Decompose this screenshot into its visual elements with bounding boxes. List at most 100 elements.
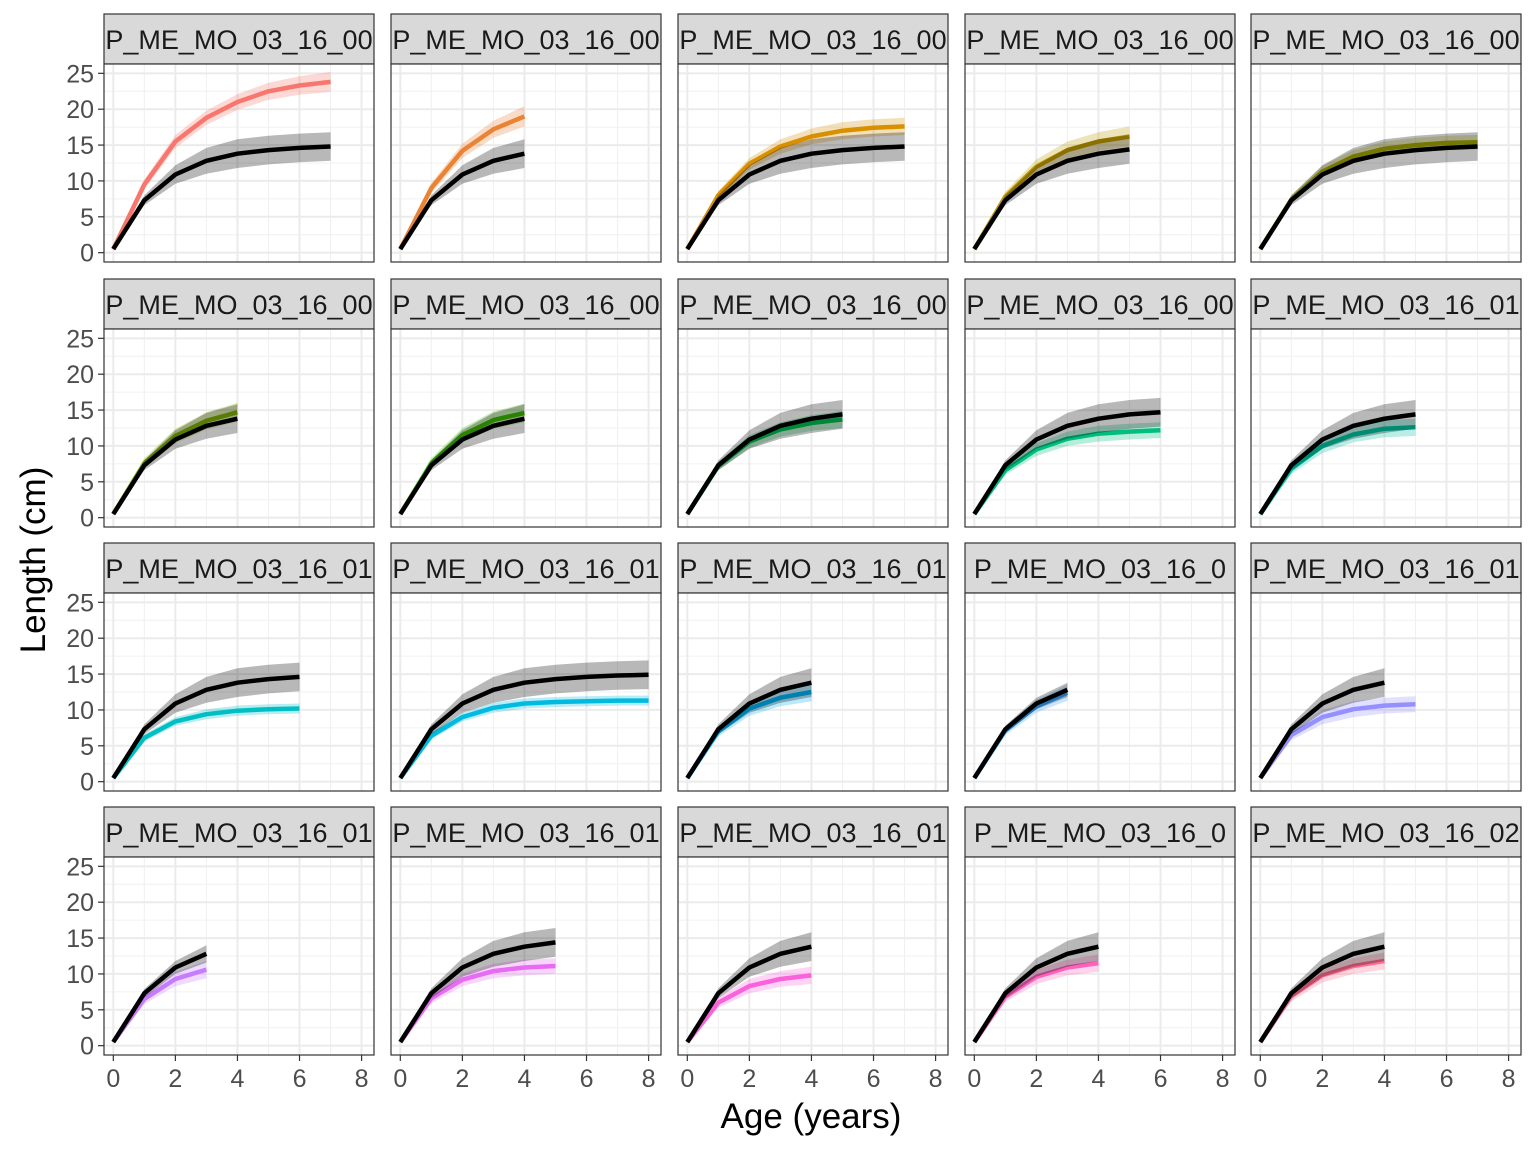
x-tick-label: 2 bbox=[742, 1065, 756, 1093]
panel-strip bbox=[1250, 278, 1522, 330]
x-tick-label: 4 bbox=[230, 1065, 244, 1093]
reference-confidence-band bbox=[687, 400, 843, 515]
panel-border bbox=[964, 328, 1236, 528]
panel-strip bbox=[677, 13, 949, 65]
y-tick-label: 10 bbox=[66, 433, 94, 461]
panel-19: P_ME_MO_03_16_0 0 2 4 6 8 bbox=[964, 806, 1236, 1093]
panel-strip bbox=[390, 542, 662, 594]
growth-line bbox=[972, 427, 1161, 516]
panel-strip bbox=[1250, 542, 1522, 594]
y-tick-label: 15 bbox=[66, 132, 94, 160]
panel-2: P_ME_MO_03_16_00 bbox=[390, 13, 662, 263]
confidence-band bbox=[974, 684, 1068, 779]
reference-confidence-band bbox=[400, 139, 525, 250]
panel-border bbox=[677, 856, 949, 1056]
panel-6: P_ME_MO_03_16_00 0 5 10 15 20 25 bbox=[66, 278, 375, 533]
x-tick-label: 0 bbox=[106, 1065, 120, 1093]
panel-10: P_ME_MO_03_16_01 bbox=[1250, 278, 1522, 528]
panel-strip-label: P_ME_MO_03_16_00 bbox=[966, 290, 1233, 320]
panel-border bbox=[1250, 856, 1522, 1056]
panel-border bbox=[677, 328, 949, 528]
y-tick-label: 20 bbox=[66, 889, 94, 917]
growth-line bbox=[685, 124, 905, 251]
growth-line bbox=[1258, 701, 1416, 780]
y-tick-label: 5 bbox=[80, 469, 94, 497]
panel-strip bbox=[677, 278, 949, 330]
x-tick-label: 0 bbox=[1253, 1065, 1267, 1093]
x-tick-label: 4 bbox=[1377, 1065, 1391, 1093]
panel-strip-label: P_ME_MO_03_16_01 bbox=[1252, 554, 1519, 584]
y-tick-label: 5 bbox=[80, 204, 94, 232]
panel-14: P_ME_MO_03_16_0 bbox=[964, 542, 1236, 792]
reference-confidence-band bbox=[113, 404, 238, 515]
panel-strip-label: P_ME_MO_03_16_01 bbox=[1252, 290, 1519, 320]
panel-16: P_ME_MO_03_16_01 0 5 10 15 20 25 0 2 4 6 8 bbox=[66, 806, 375, 1093]
x-tick-label: 8 bbox=[355, 1065, 369, 1093]
panel-strip bbox=[103, 542, 375, 594]
panel-border bbox=[390, 856, 662, 1056]
panel-border bbox=[677, 63, 949, 263]
confidence-band bbox=[687, 966, 812, 1043]
x-tick-label: 6 bbox=[580, 1065, 594, 1093]
panel-strip bbox=[390, 278, 662, 330]
panel-border bbox=[1250, 328, 1522, 528]
panel-border bbox=[677, 592, 949, 792]
reference-confidence-band bbox=[1260, 668, 1385, 779]
reference-growth-line bbox=[111, 951, 208, 1044]
x-tick-label: 0 bbox=[967, 1065, 981, 1093]
reference-growth-line bbox=[398, 940, 556, 1044]
y-tick-label: 15 bbox=[66, 661, 94, 689]
growth-line bbox=[685, 973, 812, 1044]
x-tick-label: 8 bbox=[929, 1065, 943, 1093]
x-tick-label: 0 bbox=[680, 1065, 694, 1093]
panel-9: P_ME_MO_03_16_00 bbox=[964, 278, 1236, 528]
x-tick-label: 6 bbox=[1154, 1065, 1168, 1093]
y-tick-label: 0 bbox=[80, 505, 94, 533]
y-tick-label: 10 bbox=[66, 961, 94, 989]
panel-strip bbox=[390, 806, 662, 858]
x-tick-label: 4 bbox=[517, 1065, 531, 1093]
panel-border bbox=[964, 592, 1236, 792]
growth-line bbox=[111, 79, 331, 251]
growth-line bbox=[111, 706, 300, 780]
reference-confidence-band bbox=[400, 404, 525, 515]
reference-confidence-band bbox=[400, 928, 556, 1043]
reference-confidence-band bbox=[687, 932, 812, 1043]
y-tick-label: 10 bbox=[66, 697, 94, 725]
confidence-band bbox=[113, 961, 207, 1043]
x-tick-label: 2 bbox=[1315, 1065, 1329, 1093]
x-tick-label: 2 bbox=[455, 1065, 469, 1093]
panel-strip bbox=[1250, 13, 1522, 65]
reference-growth-line bbox=[1258, 412, 1416, 516]
panel-7: P_ME_MO_03_16_00 bbox=[390, 278, 662, 528]
x-tick-label: 2 bbox=[1029, 1065, 1043, 1093]
panel-border bbox=[103, 592, 375, 792]
reference-confidence-band bbox=[1260, 400, 1416, 515]
panel-border bbox=[1250, 63, 1522, 263]
panel-strip bbox=[1250, 806, 1522, 858]
reference-growth-line bbox=[685, 944, 812, 1044]
panel-strip bbox=[103, 278, 375, 330]
y-tick-label: 5 bbox=[80, 997, 94, 1025]
panel-strip-label: P_ME_MO_03_16_0 bbox=[974, 554, 1226, 584]
panel-strip bbox=[103, 806, 375, 858]
panel-strip-label: P_ME_MO_03_16_01 bbox=[392, 554, 659, 584]
panel-strip bbox=[677, 542, 949, 594]
panel-12: P_ME_MO_03_16_01 bbox=[390, 542, 662, 792]
y-tick-label: 15 bbox=[66, 925, 94, 953]
panel-17: P_ME_MO_03_16_01 0 2 4 6 8 bbox=[390, 806, 662, 1093]
reference-confidence-band bbox=[687, 668, 812, 779]
panel-strip bbox=[964, 278, 1236, 330]
y-tick-label: 25 bbox=[66, 325, 94, 353]
x-tick-label: 6 bbox=[867, 1065, 881, 1093]
reference-confidence-band bbox=[1260, 132, 1478, 250]
panel-5: P_ME_MO_03_16_00 bbox=[1250, 13, 1522, 263]
x-tick-label: 8 bbox=[642, 1065, 656, 1093]
panel-strip bbox=[390, 13, 662, 65]
panel-20: P_ME_MO_03_16_02 0 2 4 6 8 bbox=[1250, 806, 1522, 1093]
panel-strip-label: P_ME_MO_03_16_00 bbox=[679, 25, 946, 55]
panel-strip bbox=[964, 542, 1236, 594]
reference-confidence-band bbox=[974, 932, 1099, 1043]
panel-strip-label: P_ME_MO_03_16_00 bbox=[392, 290, 659, 320]
